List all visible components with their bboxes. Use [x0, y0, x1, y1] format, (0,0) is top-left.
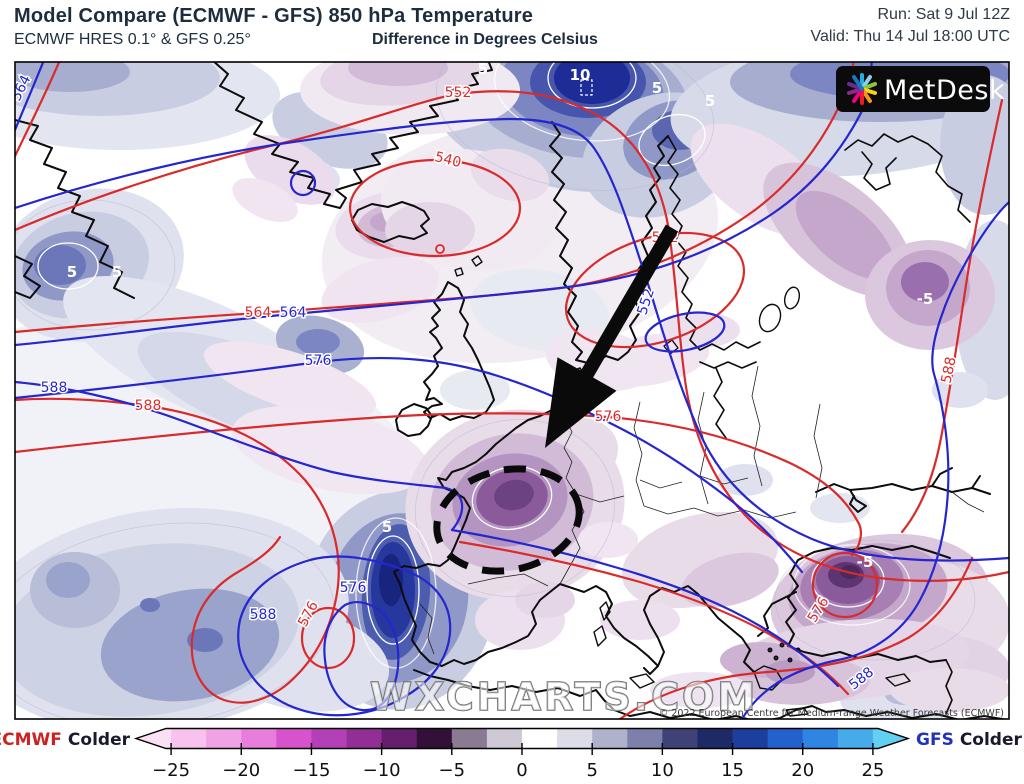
difference-label: 5: [478, 60, 488, 78]
difference-label: -5: [857, 553, 874, 571]
difference-contour-rings: [15, 62, 976, 719]
run-valid-block: Run: Sat 9 Jul 12Z Valid: Thu 14 Jul 18:…: [810, 4, 1010, 47]
valid-time: Valid: Thu 14 Jul 18:00 UTC: [810, 27, 1010, 45]
colorbar-gradient: [136, 728, 908, 749]
ecmwf-height-contours: [15, 62, 1009, 719]
colorbar-segment: [522, 728, 558, 749]
difference-label: 5: [652, 79, 662, 97]
coastlines: [15, 62, 1009, 719]
gfs-label: GFS: [916, 730, 954, 750]
contour-label: 576: [340, 580, 367, 596]
colorbar-tick-label: −15: [292, 760, 330, 781]
difference-label: 5: [382, 518, 392, 536]
colorbar-segment: [802, 728, 839, 749]
colorbar-tick-label: 0: [516, 760, 527, 781]
page-title: Model Compare (ECMWF - GFS) 850 hPa Temp…: [14, 5, 534, 27]
metdesk-logo-text: MetDesk: [884, 75, 1005, 106]
contour-label: 564: [280, 305, 307, 321]
units-subtitle: Difference in Degrees Celsius: [372, 31, 598, 48]
difference-value-labels: 5 10 5 5 5 5 5 -5 -5: [67, 60, 934, 571]
colorbar-tick-label: −25: [152, 760, 190, 781]
colorbar-segment: [732, 728, 769, 749]
annotation-arrow: [545, 224, 679, 448]
colorbar-segment: [592, 728, 628, 749]
difference-label: -5: [917, 290, 934, 308]
colorbar-segment: [697, 728, 734, 749]
colorbar-segment: [311, 728, 348, 749]
colorbar-segment: [662, 728, 698, 749]
colder-left-label: Colder: [68, 730, 131, 750]
colorbar-segment: [276, 728, 312, 749]
map-frame: [14, 61, 1010, 720]
contour-label: 576: [595, 409, 622, 425]
colorbar-outline: [133, 727, 911, 750]
chart-header: Model Compare (ECMWF - GFS) 850 hPa Temp…: [0, 0, 1024, 60]
colorbar-segment: [767, 728, 804, 749]
colorbar-segment: [171, 728, 207, 749]
colorbar-segment: [451, 728, 488, 749]
colorbar-segment: [557, 728, 593, 749]
colorbar-ticks: −25 −20 −15 −10 −5 0 5 10 15 20 25: [152, 743, 884, 781]
colorbar-segment: [136, 728, 172, 749]
colorbar-tick-label: 25: [861, 760, 884, 781]
colorbar-tick-label: 15: [721, 760, 744, 781]
contour-label: 564: [245, 305, 272, 321]
difference-label: 5: [112, 263, 122, 281]
colorbar-tick-label: −5: [439, 760, 466, 781]
colorbar-svg: −25 −20 −15 −10 −5 0 5 10 15 20 25 ECMWF Colder GFS…: [0, 727, 1022, 781]
colorbar-tick-label: −20: [222, 760, 260, 781]
map-area: 564 564 576 588 552 576 588 588 552 540 …: [0, 60, 1024, 724]
metdesk-logo: MetDesk: [836, 66, 1005, 112]
colorbar-segment: [627, 728, 663, 749]
ecmwf-label: ECMWF: [0, 730, 62, 750]
colorbar-tick-label: −10: [363, 760, 401, 781]
colorbar-tick-label: 20: [791, 760, 814, 781]
contour-label: 552: [445, 85, 472, 101]
contour-label: 588: [41, 380, 68, 396]
colorbar-segment: [346, 728, 383, 749]
colorbar-right-label: GFS Colder: [916, 730, 1022, 750]
watermark: WXCHARTS.COM: [370, 675, 758, 719]
colorbar-segment: [416, 728, 453, 749]
map-svg: 564 564 576 588 552 576 588 588 552 540 …: [0, 60, 1024, 724]
highlight-dashed-ellipse: [433, 465, 583, 575]
difference-label: 10: [570, 66, 591, 84]
run-time: Run: Sat 9 Jul 12Z: [877, 6, 1010, 23]
copyright-text: © 2022 European Centre for Medium-range …: [659, 708, 1004, 719]
contour-label: 576: [305, 353, 332, 369]
colorbar-left-label: ECMWF Colder: [0, 730, 131, 750]
country-borders: [419, 365, 985, 655]
colorbar-area: −25 −20 −15 −10 −5 0 5 10 15 20 25 ECMWF Colder GFS…: [0, 724, 1024, 784]
difference-label: 5: [705, 92, 715, 110]
colorbar-tick-label: 5: [586, 760, 597, 781]
colorbar-segment: [486, 728, 523, 749]
model-resolution-subtitle: ECMWF HRES 0.1° & GFS 0.25°: [14, 31, 251, 48]
colorbar-tick-label: 10: [651, 760, 674, 781]
colorbar-segment: [381, 728, 418, 749]
colorbar-segment: [872, 728, 908, 749]
colder-right-label: Colder: [960, 730, 1023, 750]
contour-label: 588: [250, 607, 277, 623]
difference-label: 5: [67, 263, 77, 281]
colorbar-segment: [206, 728, 242, 749]
contour-label: 588: [135, 398, 162, 414]
metdesk-starburst-icon: [847, 73, 877, 105]
colorbar-segment: [241, 728, 277, 749]
colorbar-segment: [837, 728, 874, 749]
